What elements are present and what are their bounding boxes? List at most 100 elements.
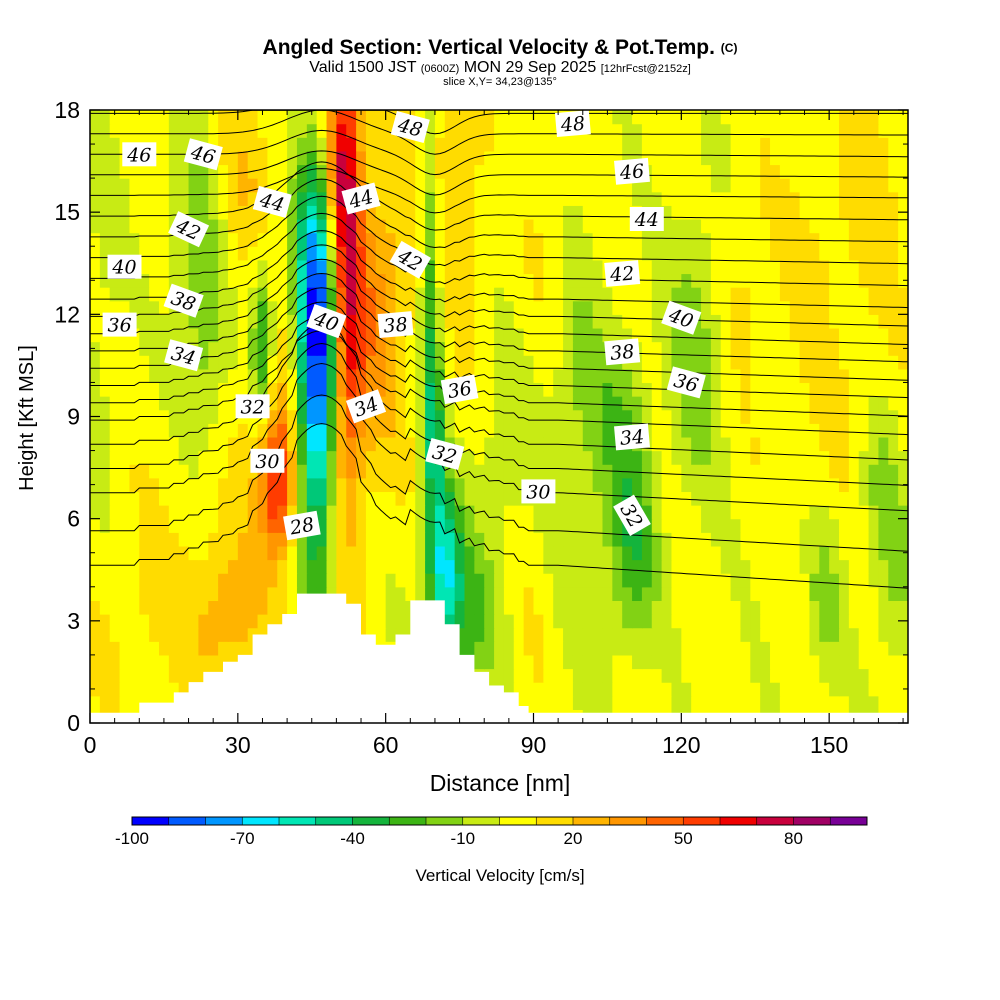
- velocity-cell: [750, 150, 761, 166]
- velocity-cell: [484, 545, 495, 561]
- velocity-cell: [779, 137, 791, 152]
- velocity-cell: [543, 191, 554, 206]
- velocity-cell: [779, 300, 791, 315]
- velocity-cell: [888, 368, 899, 384]
- velocity-cell: [316, 246, 328, 261]
- velocity-cell: [306, 409, 318, 424]
- velocity-cell: [454, 600, 466, 615]
- velocity-cell: [218, 178, 229, 193]
- velocity-cell: [848, 532, 860, 547]
- velocity-cell: [503, 654, 515, 670]
- velocity-cell: [237, 137, 249, 152]
- velocity-cell: [701, 355, 712, 370]
- velocity-cell: [296, 150, 308, 166]
- velocity-cell: [296, 545, 308, 561]
- valid-time: Valid 1500 JST: [309, 59, 417, 76]
- velocity-cell: [750, 409, 761, 424]
- velocity-cell: [188, 178, 200, 193]
- velocity-cell: [819, 436, 830, 452]
- velocity-cell: [898, 627, 908, 642]
- velocity-cell: [858, 123, 870, 138]
- velocity-cell: [109, 586, 121, 601]
- velocity-cell: [139, 423, 150, 438]
- velocity-cell: [701, 668, 712, 683]
- velocity-cell: [641, 178, 653, 193]
- velocity-cell: [129, 559, 140, 574]
- velocity-cell: [139, 327, 150, 343]
- velocity-cell: [592, 464, 604, 479]
- velocity-cell: [730, 205, 742, 220]
- velocity-cell: [563, 150, 574, 166]
- velocity-cell: [543, 450, 554, 465]
- velocity-cell: [405, 178, 416, 193]
- velocity-cell: [415, 586, 426, 601]
- velocity-cell: [848, 355, 860, 370]
- velocity-cell: [898, 355, 908, 370]
- velocity-cell: [710, 600, 722, 615]
- velocity-cell: [474, 355, 485, 370]
- velocity-cell: [267, 600, 278, 615]
- velocity-cell: [306, 464, 318, 479]
- velocity-cell: [572, 695, 584, 710]
- velocity-cell: [858, 627, 870, 642]
- velocity-cell: [237, 232, 249, 247]
- velocity-cell: [188, 654, 200, 670]
- velocity-cell: [90, 559, 101, 574]
- velocity-cell: [858, 300, 870, 315]
- velocity-cell: [277, 586, 288, 601]
- velocity-cell: [523, 273, 535, 288]
- velocity-cell: [730, 110, 742, 125]
- velocity-cell: [710, 464, 722, 479]
- velocity-cell: [671, 573, 682, 588]
- velocity-cell: [287, 464, 298, 479]
- velocity-cell: [415, 327, 426, 343]
- velocity-cell: [198, 327, 209, 343]
- velocity-cell: [139, 682, 150, 697]
- velocity-cell: [336, 287, 347, 302]
- velocity-cell: [819, 627, 830, 642]
- velocity-cell: [385, 259, 397, 275]
- velocity-cell: [553, 382, 564, 397]
- velocity-cell: [661, 287, 673, 302]
- velocity-cell: [464, 641, 475, 656]
- velocity-cell: [454, 205, 466, 220]
- velocity-cell: [701, 178, 712, 193]
- isentrope-47: [90, 129, 908, 176]
- velocity-cell: [809, 450, 820, 465]
- velocity-cell: [582, 586, 594, 601]
- velocity-cell: [129, 355, 140, 370]
- velocity-cell: [227, 341, 239, 356]
- velocity-cell: [227, 259, 239, 275]
- velocity-cell: [770, 327, 781, 343]
- velocity-cell: [139, 382, 150, 397]
- velocity-cell: [572, 232, 584, 247]
- velocity-cell: [740, 218, 751, 234]
- velocity-cell: [444, 232, 456, 247]
- velocity-cell: [296, 327, 308, 343]
- velocity-cell: [848, 341, 860, 356]
- velocity-cell: [651, 287, 663, 302]
- velocity-cell: [730, 559, 742, 574]
- velocity-cell: [543, 150, 554, 166]
- velocity-cell: [720, 382, 732, 397]
- velocity-cell: [326, 573, 337, 588]
- velocity-cell: [395, 600, 406, 615]
- velocity-cell: [484, 232, 495, 247]
- velocity-cell: [809, 205, 820, 220]
- velocity-cell: [641, 668, 653, 683]
- colorbar-swatch: [279, 817, 317, 825]
- velocity-cell: [651, 396, 663, 411]
- velocity-cell: [779, 423, 791, 438]
- velocity-cell: [582, 668, 594, 683]
- velocity-cell: [149, 110, 160, 125]
- velocity-cell: [267, 164, 278, 179]
- velocity-cell: [503, 518, 515, 533]
- velocity-cell: [119, 232, 131, 247]
- velocity-cell: [277, 600, 288, 615]
- velocity-cell: [90, 668, 101, 683]
- velocity-cell: [365, 545, 377, 561]
- velocity-cell: [346, 464, 357, 479]
- velocity-cell: [247, 518, 259, 533]
- velocity-cell: [444, 409, 456, 424]
- velocity-cell: [632, 532, 643, 547]
